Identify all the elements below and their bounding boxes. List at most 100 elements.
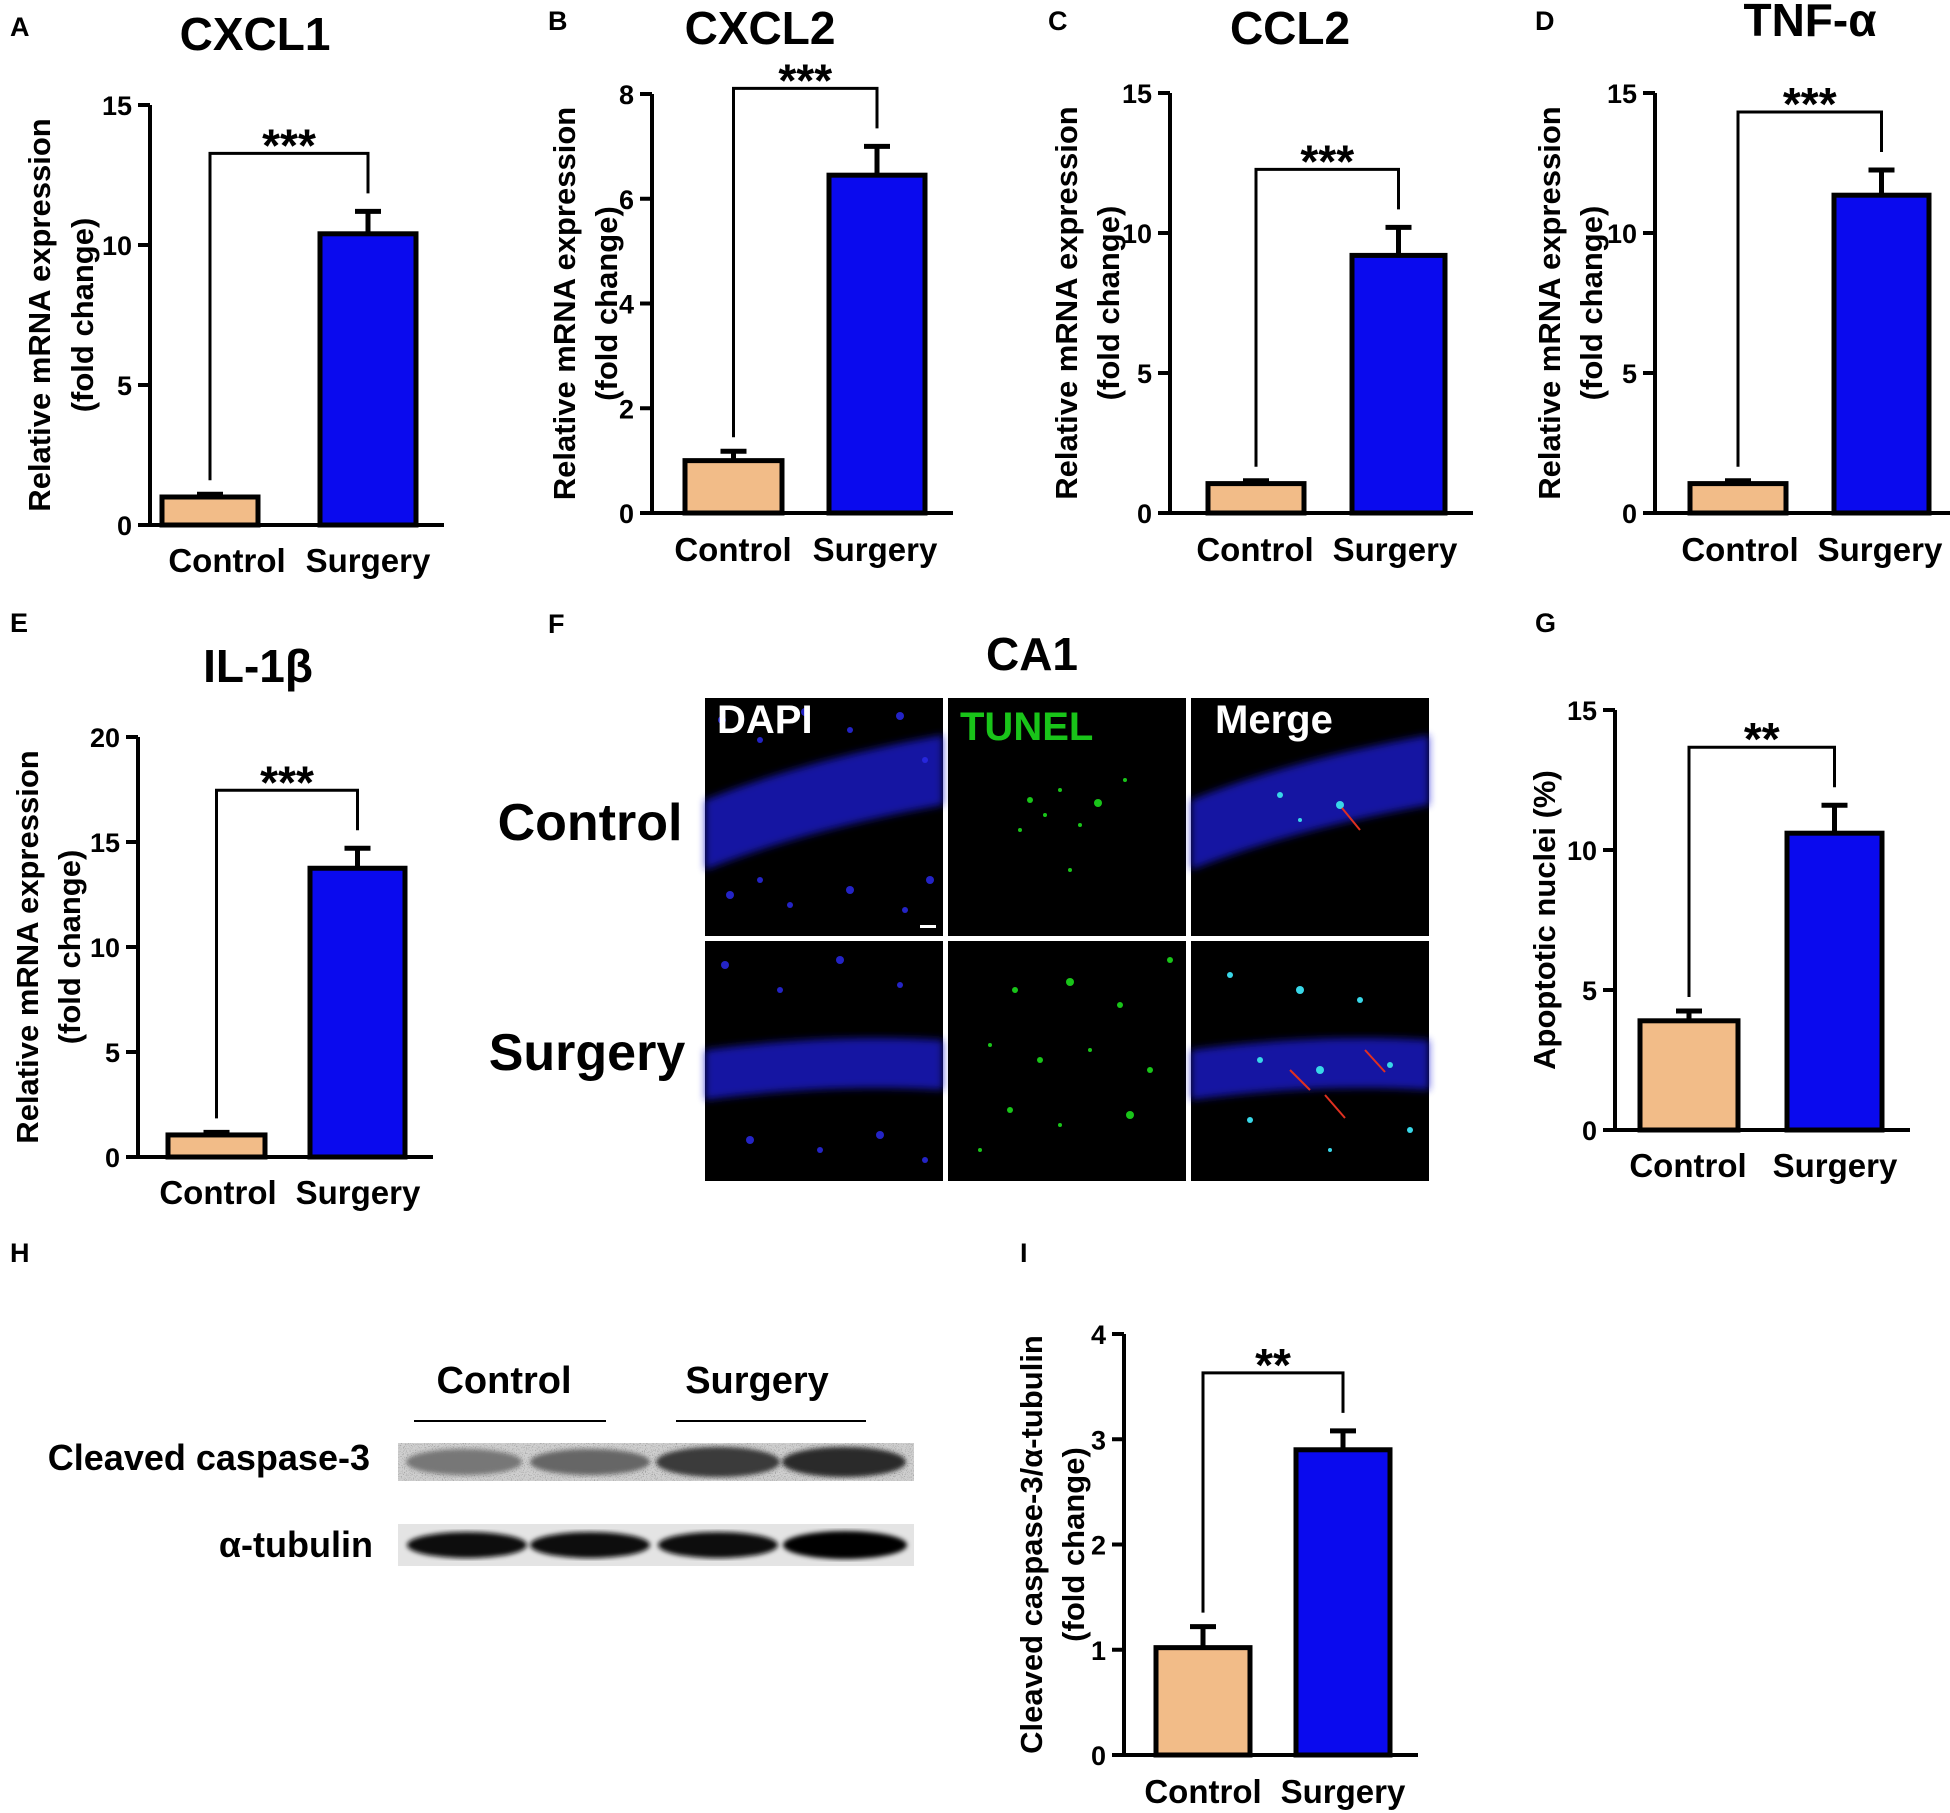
y-tick-label-b-4: 8 <box>619 80 634 110</box>
blot-group-control: Control <box>436 1360 571 1402</box>
bar-c-control <box>1205 481 1307 516</box>
panel-letter-f: F <box>548 609 565 639</box>
error-bar-e-control <box>203 1129 230 1135</box>
y-axis-label-c-line1: Relative mRNA expression <box>1049 106 1084 499</box>
significance-bracket-i <box>1201 1371 1345 1613</box>
panel-letter-c: C <box>1048 6 1068 36</box>
significance-label-a: *** <box>262 119 316 171</box>
col-label-merge: Merge <box>1215 698 1333 742</box>
y-axis-label-e-line2: (fold change) <box>52 850 87 1045</box>
y-tick-label-c-0: 0 <box>1137 499 1152 529</box>
y-tick-label-d-2: 10 <box>1607 219 1637 249</box>
chart-b: B CXCL2 0 2 4 6 8 Control Surgery *** Relative mRN… <box>547 2 953 568</box>
bar-a-control <box>159 494 261 528</box>
error-bar-a-surgery <box>355 208 381 234</box>
chart-title-a: CXCL1 <box>180 8 331 60</box>
y-axis-label-b-line2: (fold change) <box>589 206 624 401</box>
error-bar-b-surgery <box>864 143 890 176</box>
bar-g-surgery <box>1784 830 1885 1133</box>
category-label-d-surgery: Surgery <box>1818 531 1943 568</box>
y-tick-label-c-1: 5 <box>1137 359 1152 389</box>
significance-bracket-d <box>1736 110 1883 467</box>
col-label-tunel: TUNEL <box>960 705 1093 749</box>
error-bar-c-control <box>1243 478 1269 484</box>
y-tick-label-a-0: 0 <box>117 511 132 541</box>
y-tick-label-b-3: 6 <box>619 185 634 215</box>
category-label-a-control: Control <box>168 542 285 579</box>
chart-e: E IL-1β 0 5 10 15 20 Control Surgery *** Relative … <box>10 608 433 1211</box>
error-bar-g-surgery <box>1821 802 1848 834</box>
bar-i-surgery <box>1293 1447 1393 1758</box>
panel-letter-a: A <box>10 12 30 42</box>
band-caspase-1 <box>406 1449 522 1475</box>
micrograph-row-label-control: Control <box>498 794 683 852</box>
category-label-b-control: Control <box>674 531 791 568</box>
panel-h: H Control Surgery Cleaved caspase-3 α-tu… <box>10 1238 914 1566</box>
y-axis-label-b-line1: Relative mRNA expression <box>547 107 582 500</box>
panel-letter-g: G <box>1535 608 1556 638</box>
blot-strip-caspase <box>398 1443 914 1481</box>
significance-bracket-b <box>732 86 879 438</box>
chart-title-c: CCL2 <box>1230 2 1350 54</box>
micrograph-row-label-surgery: Surgery <box>489 1024 686 1082</box>
y-tick-label-i-1: 1 <box>1091 1636 1106 1666</box>
y-tick-label-d-1: 5 <box>1622 359 1637 389</box>
y-axis-label-a-line1: Relative mRNA expression <box>22 118 57 511</box>
col-label-dapi: DAPI <box>717 698 813 742</box>
y-tick-label-c-3: 15 <box>1122 79 1152 109</box>
blot-label-tubulin: α-tubulin <box>219 1524 373 1565</box>
category-label-c-control: Control <box>1196 531 1313 568</box>
error-bar-c-surgery <box>1385 224 1412 256</box>
significance-label-c: *** <box>1300 135 1354 187</box>
error-bar-a-control <box>197 491 223 497</box>
band-tubulin-3 <box>658 1532 778 1558</box>
y-axis-label-c-line2: (fold change) <box>1091 206 1126 401</box>
y-tick-label-i-3: 3 <box>1091 1425 1106 1455</box>
y-axis-label-a-line2: (fold change) <box>65 218 100 413</box>
y-tick-label-b-1: 2 <box>619 394 634 424</box>
y-tick-label-e-1: 5 <box>105 1038 120 1068</box>
micrograph-control-dapi: DAPI <box>705 698 943 936</box>
chart-title-e: IL-1β <box>203 640 313 692</box>
y-tick-label-i-0: 0 <box>1091 1741 1106 1771</box>
y-tick-label-e-3: 15 <box>90 828 120 858</box>
significance-label-g: ** <box>1744 713 1780 765</box>
band-caspase-2 <box>530 1449 650 1475</box>
band-tubulin-2 <box>530 1532 650 1558</box>
y-tick-label-d-3: 15 <box>1607 79 1637 109</box>
band-caspase-4 <box>782 1447 906 1477</box>
y-tick-label-a-1: 5 <box>117 371 132 401</box>
error-bar-e-surgery <box>344 845 371 869</box>
y-tick-label-e-2: 10 <box>90 933 120 963</box>
category-label-a-surgery: Surgery <box>306 542 431 579</box>
category-label-i-surgery: Surgery <box>1281 1773 1406 1810</box>
blot-strip-tubulin <box>398 1524 914 1566</box>
panel-letter-i: I <box>1020 1238 1028 1268</box>
panel-letter-b: B <box>548 6 568 36</box>
error-bar-i-control <box>1190 1624 1216 1648</box>
category-label-g-surgery: Surgery <box>1773 1147 1898 1184</box>
error-bar-b-control <box>720 448 747 461</box>
band-tubulin-4 <box>783 1531 907 1559</box>
bar-a-surgery <box>317 231 419 528</box>
y-axis-label-d-line1: Relative mRNA expression <box>1532 106 1567 499</box>
significance-bracket-e <box>215 788 359 1119</box>
bar-c-surgery <box>1349 252 1448 516</box>
bar-i-control <box>1153 1645 1253 1758</box>
chart-c: C CCL2 0 5 10 15 Control Surgery *** Relative mRN… <box>1048 2 1473 568</box>
panel-f: F CA1 Control Surgery DAPI TUNEL <box>489 609 1429 1181</box>
micrograph-surgery-tunel <box>948 941 1186 1181</box>
category-label-i-control: Control <box>1144 1773 1261 1810</box>
error-bar-g-control <box>1676 1008 1702 1021</box>
category-label-e-surgery: Surgery <box>296 1174 421 1211</box>
y-tick-label-b-0: 0 <box>619 499 634 529</box>
ca1-title: CA1 <box>986 628 1078 680</box>
y-tick-label-d-0: 0 <box>1622 499 1637 529</box>
bar-d-surgery <box>1831 192 1932 516</box>
micrograph-surgery-dapi <box>705 941 943 1181</box>
chart-d: D TNF-α 0 5 10 15 Control Surgery *** Relative mR… <box>1532 0 1950 568</box>
significance-bracket-a <box>208 151 370 481</box>
blot-label-caspase: Cleaved caspase-3 <box>48 1437 370 1478</box>
band-caspase-3 <box>656 1447 780 1477</box>
